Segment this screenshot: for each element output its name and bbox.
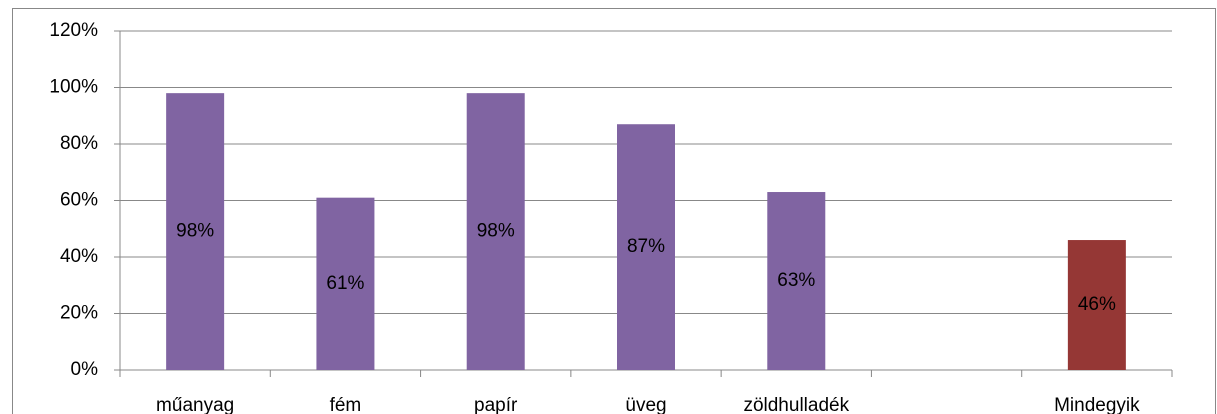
x-tick-label: zöldhulladék: [743, 395, 849, 414]
y-tick-label: 40%: [60, 246, 98, 267]
data-label: 63%: [777, 270, 815, 291]
bar: [767, 192, 826, 370]
x-tick-label: Mindegyik: [1054, 395, 1140, 414]
x-tick-label: fém: [330, 395, 362, 414]
y-tick-label: 120%: [49, 20, 98, 41]
y-tick-label: 20%: [60, 303, 98, 324]
x-tick-label: műanyag: [156, 395, 234, 414]
data-label: 98%: [477, 221, 515, 242]
x-tick-label: üveg: [625, 395, 666, 414]
data-label: 61%: [326, 273, 364, 294]
y-tick-label: 100%: [49, 77, 98, 98]
data-label: 98%: [176, 221, 214, 242]
bar: [1067, 240, 1126, 370]
bar: [166, 93, 225, 371]
data-label: 46%: [1078, 294, 1116, 315]
bar: [617, 124, 675, 370]
bar: [316, 197, 375, 370]
x-tick-label: papír: [474, 395, 518, 414]
y-tick-label: 80%: [60, 133, 98, 154]
y-tick-label: 60%: [60, 190, 98, 211]
bar: [466, 93, 525, 371]
y-tick-label: 0%: [71, 359, 99, 380]
data-label: 87%: [627, 236, 665, 257]
